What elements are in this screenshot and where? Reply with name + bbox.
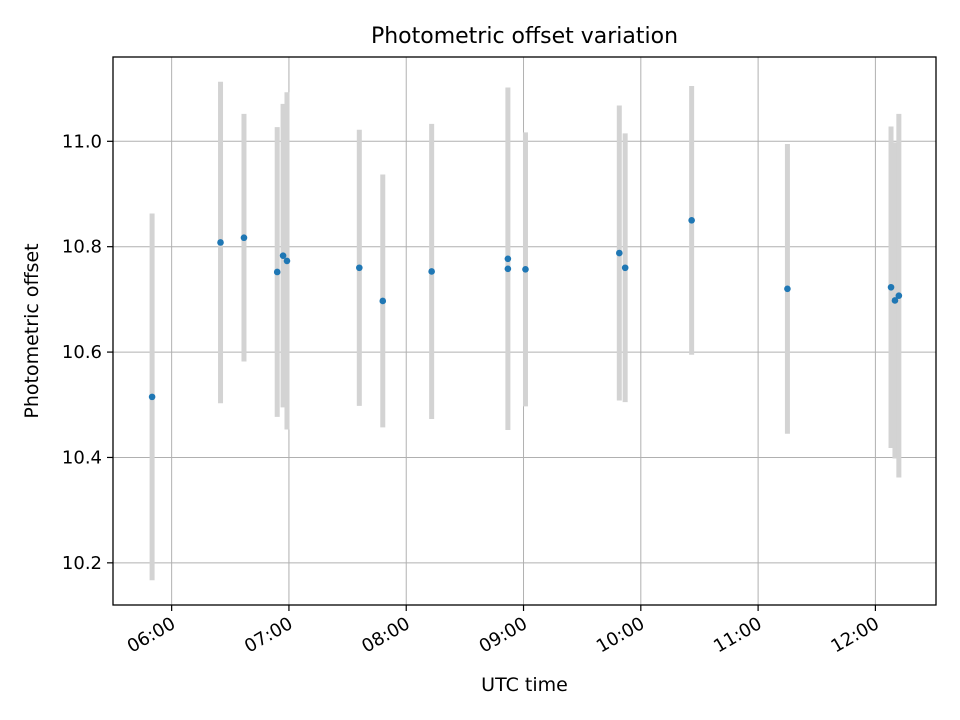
data-point bbox=[356, 264, 363, 272]
data-point bbox=[616, 249, 623, 257]
y-tick-label: 10.4 bbox=[62, 447, 102, 468]
data-points bbox=[148, 217, 903, 401]
data-point bbox=[688, 217, 695, 224]
data-point bbox=[522, 266, 529, 273]
data-point bbox=[240, 234, 248, 242]
y-tick-label: 10.6 bbox=[62, 342, 102, 363]
data-point bbox=[379, 297, 387, 305]
plot-frame bbox=[112, 56, 937, 606]
data-point bbox=[283, 257, 291, 265]
y-tick-label: 10.2 bbox=[62, 553, 102, 574]
data-point bbox=[784, 285, 791, 293]
data-point bbox=[504, 255, 512, 263]
data-point bbox=[504, 265, 512, 273]
y-axis-label: Photometric offset bbox=[21, 243, 43, 418]
data-point bbox=[428, 268, 435, 275]
x-axis-label: UTC time bbox=[481, 674, 568, 696]
chart-title: Photometric offset variation bbox=[371, 24, 678, 49]
data-point bbox=[217, 239, 224, 246]
y-tick-label: 10.8 bbox=[62, 237, 102, 258]
y-axis: 10.2 10.4 10.6 10.8 11.0 bbox=[62, 131, 113, 574]
data-point bbox=[148, 393, 156, 401]
data-point bbox=[895, 292, 903, 299]
data-point bbox=[279, 252, 287, 259]
y-tick-label: 11.0 bbox=[62, 131, 102, 152]
data-point bbox=[891, 297, 899, 304]
data-point bbox=[621, 264, 629, 272]
data-point bbox=[887, 283, 895, 291]
data-point bbox=[273, 268, 281, 276]
